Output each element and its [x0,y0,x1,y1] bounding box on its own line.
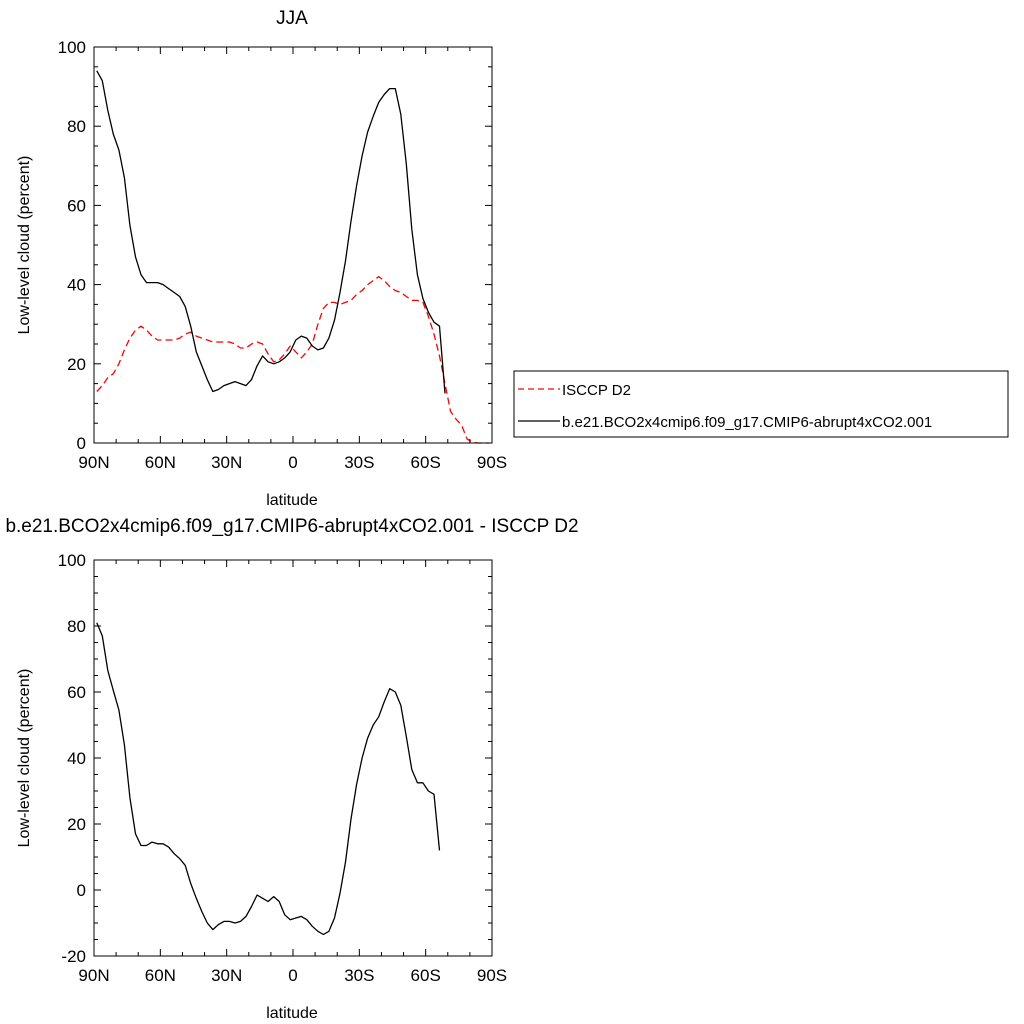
x-tick-label: 60S [411,453,441,472]
bottom-plot-frame [93,559,493,957]
top-y-axis-label: Low-level cloud (percent) [16,156,33,335]
series-line-0 [96,276,490,444]
y-tick-label: -20 [61,947,86,966]
top-panel: JJA 90N 60N 30N 0 30S 60S 90S 0 20 40 60 80 100 lati… [16,8,1009,509]
x-tick-label: 90S [477,966,507,985]
x-tick-label: 60N [145,966,176,985]
top-plot-frame [93,46,493,444]
series-line-1 [96,70,446,394]
series-line-0 [96,622,441,936]
top-chart-title: JJA [276,8,308,29]
x-tick-label: 60N [145,453,176,472]
x-tick-label: 30S [344,453,374,472]
y-tick-label: 0 [77,881,86,900]
y-tick-label: 100 [58,551,86,570]
legend: ISCCP D2 b.e21.BCO2x4cmip6.f09_g17.CMIP6… [513,370,1009,438]
x-tick-label: 0 [288,453,297,472]
x-tick-label: 30N [211,966,242,985]
bottom-y-axis-label: Low-level cloud (percent) [16,669,33,848]
y-tick-label: 80 [67,117,86,136]
x-tick-label: 0 [288,966,297,985]
bottom-x-axis-label: latitude [266,1005,318,1022]
x-tick-label: 90N [78,966,109,985]
y-tick-label: 80 [67,617,86,636]
y-tick-label: 60 [67,683,86,702]
legend-label-model: b.e21.BCO2x4cmip6.f09_g17.CMIP6-abrupt4x… [562,414,932,431]
x-tick-label: 60S [411,966,441,985]
x-tick-label: 30N [211,453,242,472]
y-tick-label: 20 [67,815,86,834]
y-tick-label: 20 [67,355,86,374]
bottom-chart-title: b.e21.BCO2x4cmip6.f09_g17.CMIP6-abrupt4x… [5,516,578,537]
y-tick-label: 60 [67,196,86,215]
y-tick-label: 0 [77,434,86,453]
top-x-axis-label: latitude [266,492,318,509]
y-tick-label: 40 [67,749,86,768]
legend-label-isccp: ISCCP D2 [562,382,631,399]
x-tick-label: 90N [78,453,109,472]
x-tick-label: 30S [344,966,374,985]
x-tick-label: 90S [477,453,507,472]
y-tick-label: 40 [67,276,86,295]
y-tick-label: 100 [58,38,86,57]
bottom-panel: b.e21.BCO2x4cmip6.f09_g17.CMIP6-abrupt4x… [5,516,578,1022]
legend-box [513,370,1009,438]
